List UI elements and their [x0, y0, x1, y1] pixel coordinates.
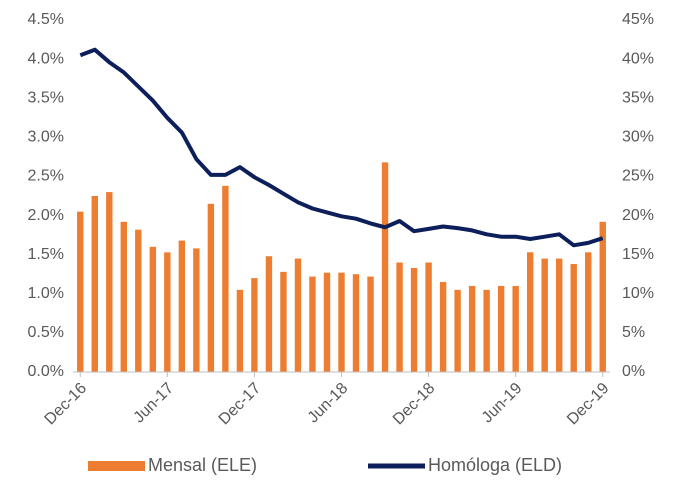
- bar: [556, 258, 563, 372]
- y-tick-label: 4.5%: [28, 11, 64, 28]
- bar: [164, 252, 171, 372]
- bar: [454, 289, 461, 372]
- bar: [280, 271, 287, 372]
- x-tick-label: Jun-19: [479, 380, 526, 427]
- bar: [309, 276, 316, 372]
- bar: [526, 252, 534, 372]
- bar: [541, 258, 548, 372]
- bar: [396, 262, 403, 372]
- legend-label: Mensal (ELE): [148, 455, 257, 475]
- bar: [178, 240, 186, 372]
- bar: [497, 285, 505, 372]
- bar: [425, 262, 432, 372]
- bar: [135, 229, 142, 372]
- x-tick-label: Jun-18: [305, 380, 352, 427]
- y2-tick-label: 20%: [622, 207, 654, 224]
- bar: [120, 221, 127, 372]
- bar: [193, 248, 200, 372]
- bar: [410, 267, 418, 372]
- y-tick-label: 3.0%: [28, 129, 64, 146]
- x-tick-label: Dec-18: [390, 380, 439, 429]
- y2-tick-label: 35%: [622, 89, 654, 106]
- line: [79, 47, 604, 248]
- y-tick-label: 1.5%: [28, 246, 64, 263]
- bar: [149, 246, 157, 372]
- y-tick-label: 0.0%: [28, 363, 64, 380]
- bar: [77, 211, 84, 372]
- bar: [338, 272, 345, 372]
- bar: [381, 162, 389, 372]
- bar: [512, 285, 519, 372]
- y2-tick-label: 15%: [622, 246, 654, 263]
- y-tick-label: 2.0%: [28, 207, 64, 224]
- legend-swatch: [88, 461, 145, 471]
- y2-tick-label: 10%: [622, 285, 654, 302]
- y-tick-label: 3.5%: [28, 89, 64, 106]
- bar: [439, 282, 447, 372]
- x-tick-label: Jun-17: [131, 380, 178, 427]
- legend-label: Homóloga (ELD): [428, 455, 562, 475]
- y2-tick-label: 5%: [622, 324, 645, 341]
- y-tick-label: 2.5%: [28, 168, 64, 185]
- x-tick-label: Dec-17: [216, 380, 265, 429]
- y2-tick-label: 25%: [622, 168, 654, 185]
- y-tick-label: 0.5%: [28, 324, 64, 341]
- x-tick-label: Dec-19: [564, 380, 613, 429]
- bar: [367, 276, 374, 372]
- bar: [323, 272, 331, 372]
- x-tick-label: Dec-16: [42, 380, 91, 429]
- bar: [570, 264, 577, 372]
- y2-tick-label: 0%: [622, 363, 645, 380]
- bar: [222, 185, 229, 372]
- bar: [251, 278, 258, 372]
- y-tick-label: 4.0%: [28, 50, 64, 67]
- y-tick-label: 1.0%: [28, 285, 64, 302]
- bar: [106, 192, 113, 372]
- y2-tick-label: 45%: [622, 11, 654, 28]
- bar: [483, 289, 490, 372]
- y2-tick-label: 40%: [622, 50, 654, 67]
- bar: [468, 285, 476, 372]
- bar: [599, 221, 606, 372]
- bar: [236, 289, 244, 372]
- bar: [585, 252, 592, 372]
- y2-tick-label: 30%: [622, 129, 654, 146]
- bar: [91, 196, 98, 372]
- bar: [294, 258, 302, 372]
- bar: [207, 203, 215, 372]
- bar: [265, 256, 273, 372]
- bar: [352, 274, 360, 372]
